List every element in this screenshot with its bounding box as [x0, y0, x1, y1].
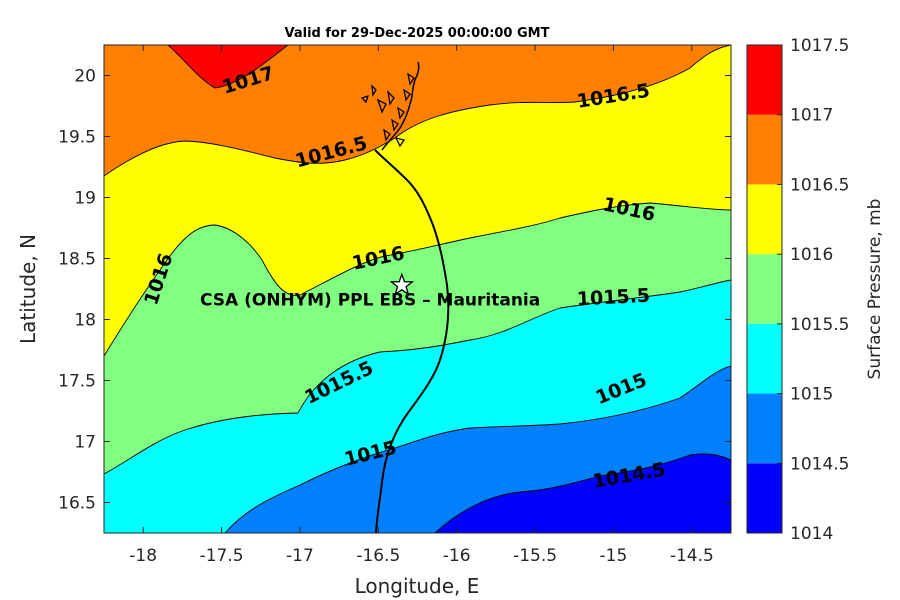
- colorbar: 1014 1014.5 1015 1015.5 1016 1016.5 1017 1017.5: [746, 36, 849, 544]
- x-axis-label: Longitude, E: [355, 574, 480, 598]
- colorbar-tick-label: 1017: [790, 106, 833, 126]
- band-1017-1017.5: [167, 45, 289, 89]
- colorbar-swatch: [747, 323, 782, 394]
- y-axis-ticks: 16.5 17 17.5 18 18.5 19 19.5 20: [58, 67, 731, 514]
- contour-bands: [104, 45, 731, 533]
- chart-title: Valid for 29-Dec-2025 00:00:00 GMT: [285, 26, 550, 41]
- colorbar-tick-label: 1014: [790, 524, 833, 544]
- y-axis-label: Latitude, N: [16, 234, 40, 344]
- site-label: CSA (ONHYM) PPL EBS – Mauritania: [200, 290, 540, 310]
- x-tick-label: -15: [600, 546, 628, 566]
- x-tick-label: -17: [286, 546, 314, 566]
- colorbar-tick-label: 1017.5: [790, 36, 849, 56]
- contour-label: 1015.5: [576, 285, 650, 311]
- x-tick-label: -16.5: [356, 546, 400, 566]
- colorbar-swatch: [747, 463, 782, 533]
- colorbar-tick-label: 1016.5: [790, 175, 849, 195]
- y-tick-label: 19.5: [58, 128, 96, 148]
- colorbar-tick-label: 1016: [790, 245, 833, 265]
- colorbar-frame: [746, 44, 783, 534]
- coastline: [360, 61, 450, 533]
- y-tick-label: 18.5: [58, 250, 96, 270]
- x-tick-label: -18: [129, 546, 157, 566]
- banc-arguin-coast: [381, 61, 420, 151]
- x-tick-label: -16: [443, 546, 471, 566]
- colorbar-tick-label: 1014.5: [790, 454, 849, 474]
- coastline-path: [374, 149, 450, 533]
- colorbar-label: Surface Pressure, mb: [865, 199, 885, 380]
- colorbar-swatch: [747, 184, 782, 255]
- y-tick-label: 20: [74, 67, 96, 87]
- colorbar-swatch: [747, 393, 782, 464]
- y-tick-label: 17: [74, 433, 96, 453]
- colorbar-swatch: [747, 114, 782, 185]
- y-tick-label: 19: [74, 189, 96, 209]
- star-icon: [389, 272, 415, 296]
- site-marker: CSA (ONHYM) PPL EBS – Mauritania: [200, 272, 540, 310]
- colorbar-swatch: [747, 254, 782, 324]
- coastal-islands: [360, 72, 415, 148]
- y-tick-label: 18: [74, 311, 96, 331]
- y-tick-label: 17.5: [58, 372, 96, 392]
- colorbar-tick-label: 1015: [790, 385, 833, 405]
- x-tick-label: -17.5: [200, 546, 244, 566]
- band-1014-1014.5: [434, 453, 731, 533]
- x-axis-ticks: -18 -17.5 -17 -16.5 -16 -15.5 -15 -14.5: [129, 45, 714, 566]
- colorbar-swatch: [747, 45, 782, 115]
- plot-frame: [103, 44, 732, 534]
- colorbar-tick-label: 1015.5: [790, 315, 849, 335]
- x-tick-label: -14.5: [670, 546, 714, 566]
- x-tick-label: -15.5: [513, 546, 557, 566]
- y-tick-label: 16.5: [58, 494, 96, 514]
